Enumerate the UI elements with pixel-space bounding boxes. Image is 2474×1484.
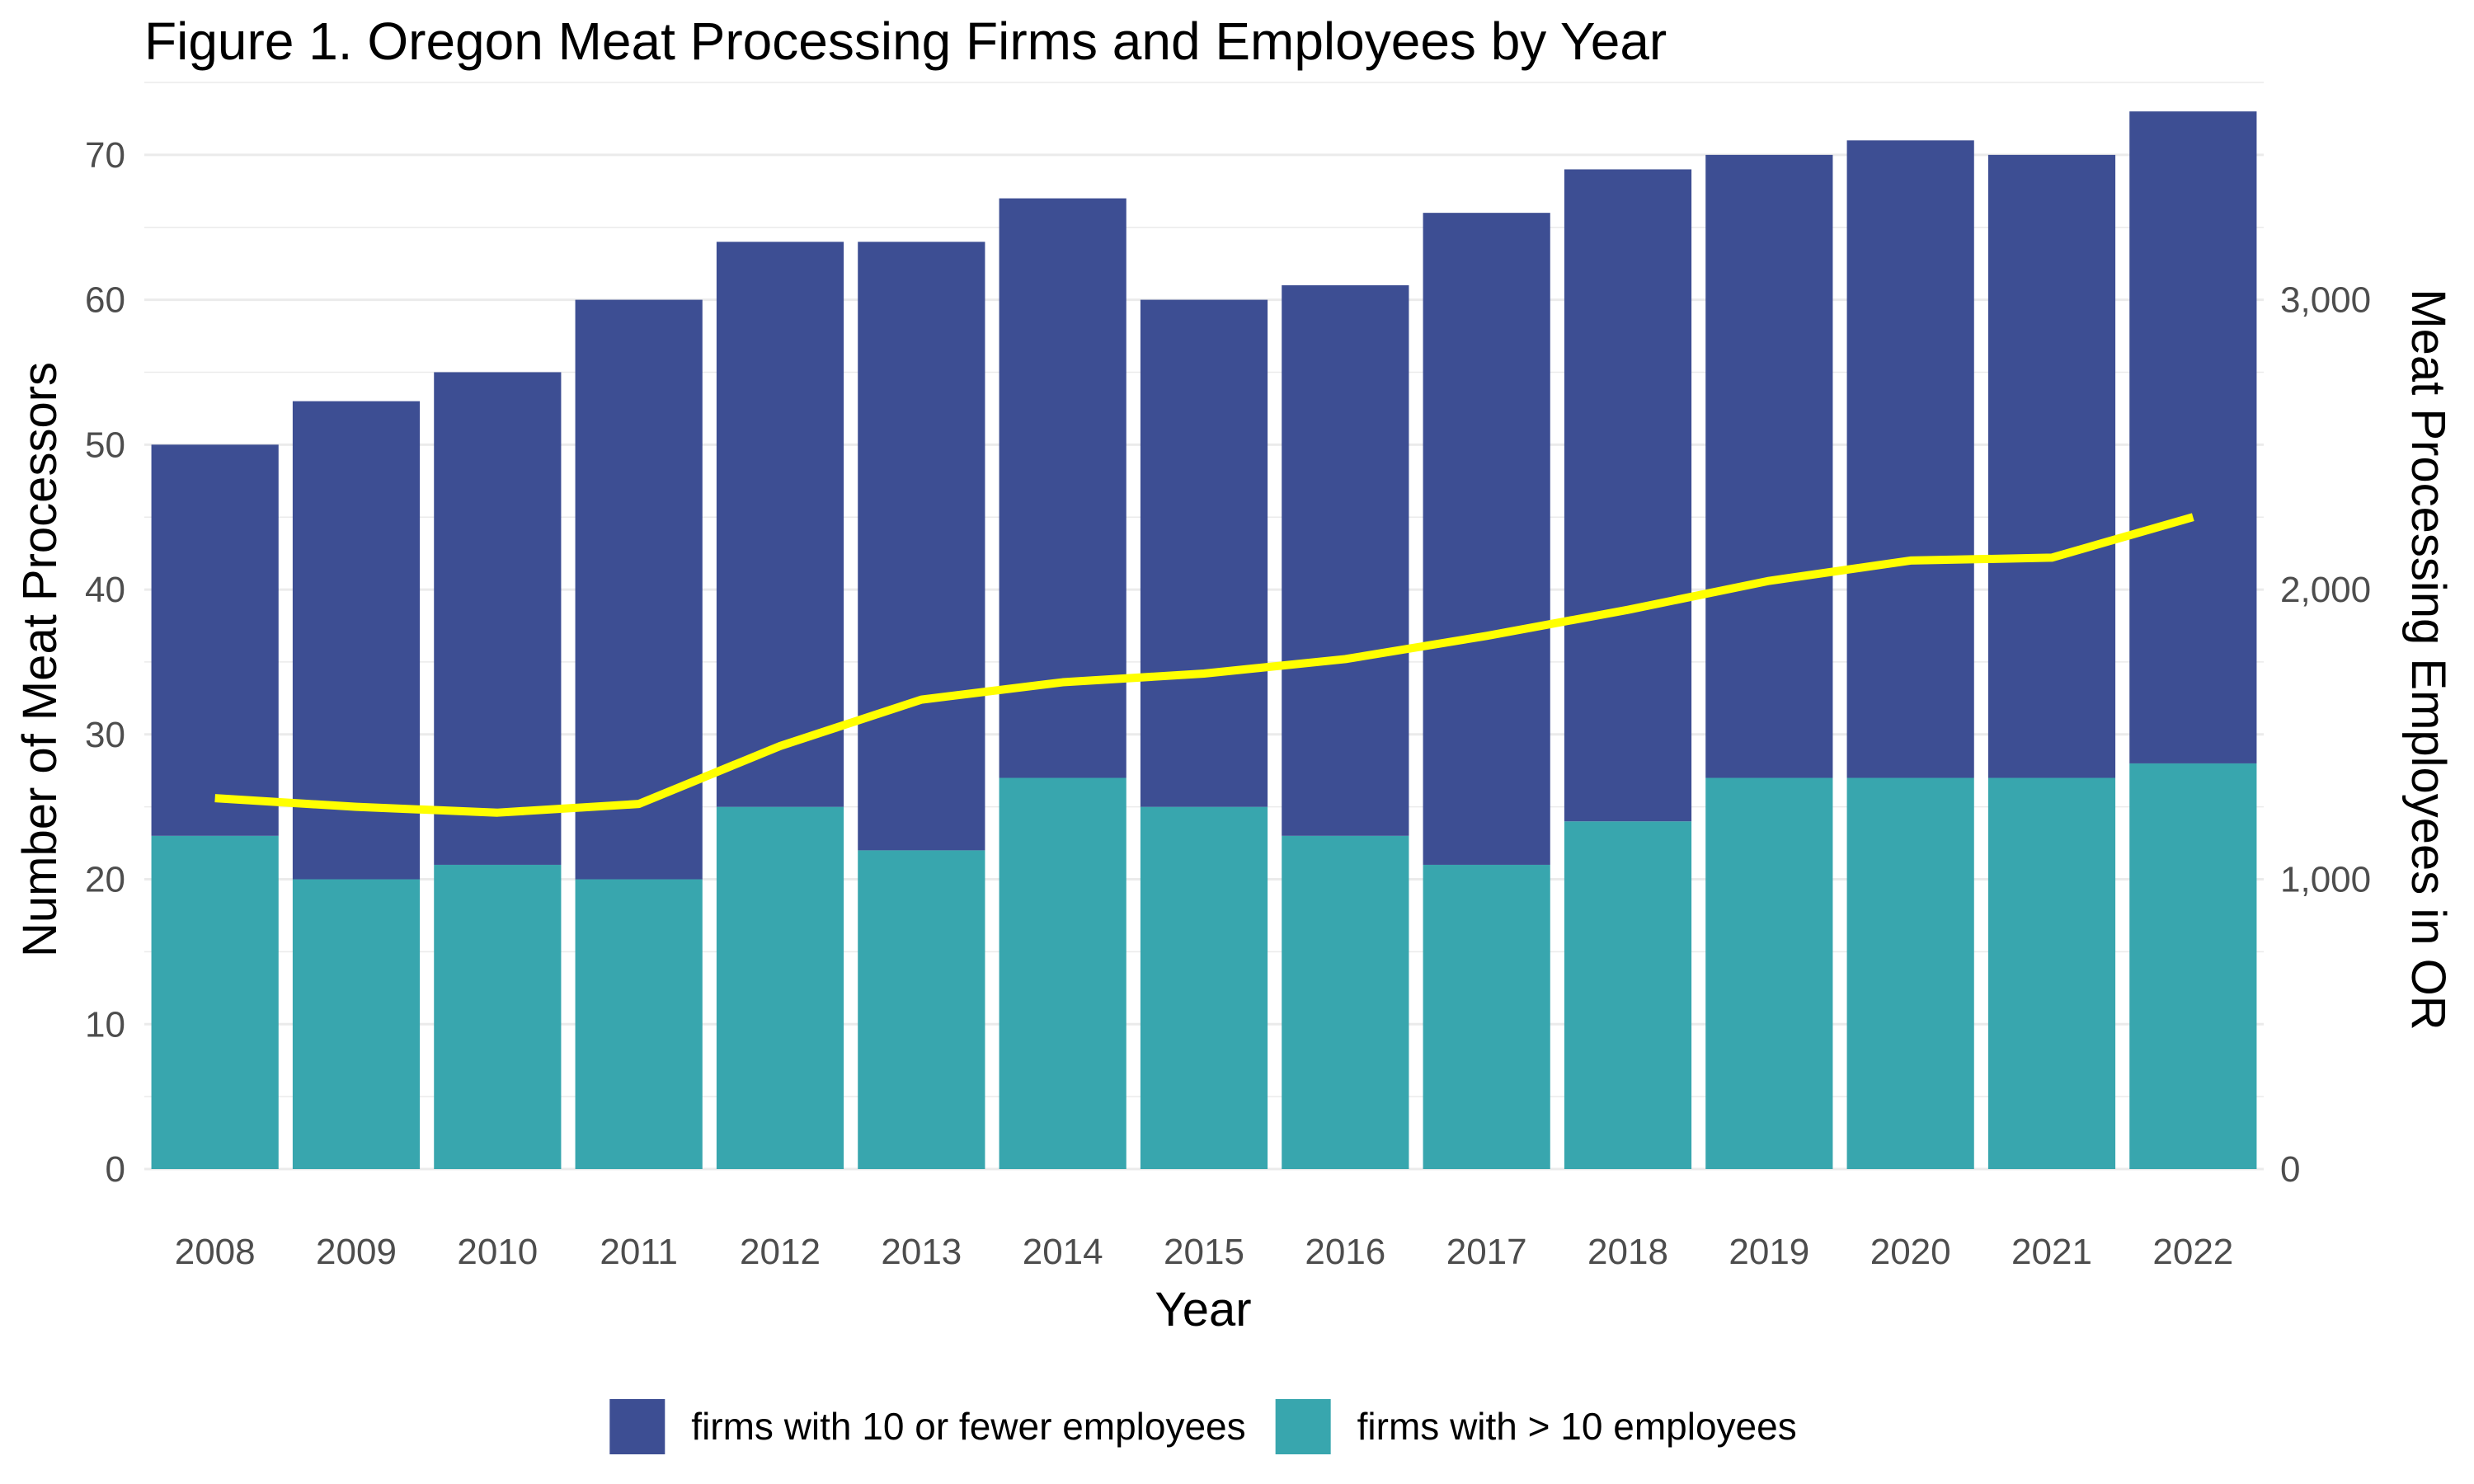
legend-label: firms with 10 or fewer employees <box>691 1405 1245 1448</box>
x-tick-label: 2019 <box>1729 1232 1809 1272</box>
y-tick-label: 10 <box>85 1004 125 1045</box>
bar-2013-firms-with-10-employees <box>858 850 985 1169</box>
y2-tick-label: 3,000 <box>2280 280 2371 321</box>
y-tick-label: 0 <box>106 1149 125 1190</box>
y-tick-label: 40 <box>85 570 125 610</box>
y-tick-label: 30 <box>85 715 125 755</box>
bar-2020-firms-with-10-employees <box>1846 777 1974 1169</box>
bar-2017-firms-with-10-employees <box>1423 864 1550 1169</box>
legend-swatch <box>1275 1399 1331 1454</box>
x-tick-label: 2015 <box>1164 1232 1244 1272</box>
bar-2015-firms-with-10-employees <box>1140 806 1268 1169</box>
bar-2017-firms-with-10-or-fewer-employees <box>1423 213 1550 865</box>
x-tick-label: 2008 <box>175 1232 256 1272</box>
x-tick-label: 2010 <box>457 1232 538 1272</box>
bar-2008-firms-with-10-employees <box>151 835 279 1169</box>
bar-2010-firms-with-10-employees <box>434 864 562 1169</box>
y2-tick-label: 0 <box>2280 1149 2300 1190</box>
bar-2022-firms-with-10-employees <box>2129 763 2257 1169</box>
x-tick-label: 2011 <box>600 1232 678 1272</box>
x-tick-label: 2018 <box>1587 1232 1668 1272</box>
bar-2016-firms-with-10-employees <box>1282 835 1409 1169</box>
bar-2011-firms-with-10-employees <box>575 879 703 1169</box>
bar-2013-firms-with-10-or-fewer-employees <box>858 242 985 851</box>
legend-label: firms with > 10 employees <box>1357 1405 1797 1448</box>
bar-2019-firms-with-10-or-fewer-employees <box>1705 154 1833 778</box>
right-axis-ticks: 0 1,000 2,000 3,000 <box>2280 280 2371 1190</box>
x-axis-ticks: 2008 2009 2010 2011 2012 2013 2014 2015 2016 2017… <box>175 1232 2234 1272</box>
bar-2019-firms-with-10-employees <box>1705 777 1833 1169</box>
y2-axis-title: Meat Processing Employees in OR <box>2401 289 2455 1030</box>
bar-2018-firms-with-10-employees <box>1564 821 1692 1169</box>
bar-2016-firms-with-10-or-fewer-employees <box>1282 285 1409 836</box>
bar-2015-firms-with-10-or-fewer-employees <box>1140 299 1268 807</box>
bar-2009-firms-with-10-employees <box>292 879 421 1169</box>
x-axis-title: Year <box>1155 1283 1251 1336</box>
x-tick-label: 2013 <box>881 1232 962 1272</box>
x-tick-label: 2017 <box>1446 1232 1527 1272</box>
chart-title: Figure 1. Oregon Meat Processing Firms a… <box>144 12 1667 71</box>
x-tick-label: 2009 <box>316 1232 397 1272</box>
bar-2021-firms-with-10-or-fewer-employees <box>1987 154 2116 778</box>
x-tick-label: 2021 <box>2011 1232 2092 1272</box>
employees-line-layer <box>214 513 2194 817</box>
x-tick-label: 2016 <box>1305 1232 1385 1272</box>
employees-line <box>214 513 2194 817</box>
y-tick-label: 60 <box>85 280 125 321</box>
y-tick-label: 20 <box>85 860 125 900</box>
bars <box>151 111 2257 1169</box>
bar-2008-firms-with-10-or-fewer-employees <box>151 444 279 836</box>
bar-2010-firms-with-10-or-fewer-employees <box>434 372 562 865</box>
bar-2014-firms-with-10-employees <box>999 777 1126 1169</box>
left-axis-ticks: 0 10 20 30 40 50 60 70 <box>85 135 125 1190</box>
y2-tick-label: 2,000 <box>2280 570 2371 610</box>
bar-2018-firms-with-10-or-fewer-employees <box>1564 169 1692 822</box>
y-axis-title: Number of Meat Processors <box>13 362 67 957</box>
legend-swatch <box>609 1399 666 1454</box>
bar-2021-firms-with-10-employees <box>1987 777 2116 1169</box>
y-tick-label: 50 <box>85 425 125 465</box>
x-tick-label: 2020 <box>1870 1232 1951 1272</box>
x-tick-label: 2014 <box>1023 1232 1103 1272</box>
bar-2022-firms-with-10-or-fewer-employees <box>2129 111 2257 763</box>
y2-tick-label: 1,000 <box>2280 860 2371 900</box>
bar-2011-firms-with-10-or-fewer-employees <box>575 299 703 880</box>
x-tick-label: 2022 <box>2152 1232 2233 1272</box>
legend: firms with 10 or fewer employees firms wi… <box>609 1399 1797 1454</box>
bar-2020-firms-with-10-or-fewer-employees <box>1846 140 1974 778</box>
bar-2009-firms-with-10-or-fewer-employees <box>292 401 421 880</box>
x-tick-label: 2012 <box>740 1232 821 1272</box>
bar-2012-firms-with-10-or-fewer-employees <box>716 242 844 807</box>
bar-2012-firms-with-10-employees <box>716 806 844 1169</box>
y-tick-label: 70 <box>85 135 125 176</box>
